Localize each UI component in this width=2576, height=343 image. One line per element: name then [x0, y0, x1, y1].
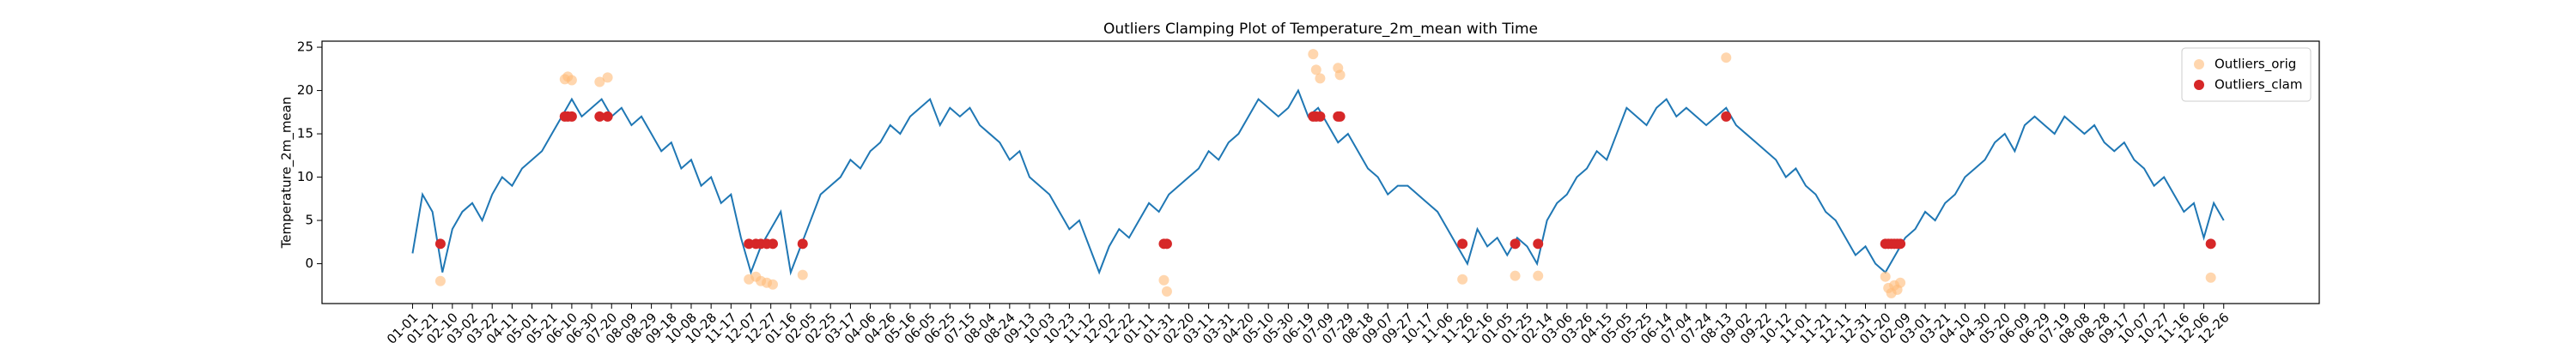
outlier-point — [1457, 274, 1468, 285]
outlier-point — [1721, 111, 1732, 122]
outlier-point — [1308, 49, 1319, 60]
outlier-point — [1880, 271, 1891, 282]
y-axis-label: Temperature_2m_mean — [279, 97, 295, 250]
outlier-point — [1533, 270, 1544, 281]
outlier-point — [1315, 111, 1326, 122]
y-tick-label: 0 — [305, 256, 313, 271]
outlier-point — [594, 76, 605, 87]
outlier-point — [566, 75, 577, 86]
outlier-point — [594, 111, 605, 122]
outlier-point — [2205, 272, 2216, 283]
outlier-point — [797, 238, 808, 250]
outlier-point — [602, 111, 613, 122]
legend-marker — [2194, 59, 2204, 69]
outlier-point — [1161, 286, 1172, 297]
outlier-point — [1510, 270, 1521, 281]
outlier-point — [2205, 238, 2216, 250]
legend-frame — [2181, 47, 2312, 102]
outlier-point — [434, 275, 446, 286]
y-tick-label: 25 — [297, 39, 313, 55]
outlier-point — [1457, 238, 1468, 250]
y-tick-label: 5 — [305, 213, 313, 228]
legend-label: Outliers_orig — [2215, 57, 2296, 73]
outlier-point — [768, 238, 779, 250]
outlier-point — [1315, 73, 1326, 84]
outlier-point — [1510, 238, 1521, 250]
legend-label: Outliers_clam — [2215, 77, 2302, 93]
outlier-point — [1533, 238, 1544, 250]
outlier-point — [434, 238, 446, 250]
y-tick-label: 10 — [297, 169, 313, 184]
data-line — [411, 88, 2225, 276]
chart-title: Outliers Clamping Plot of Temperature_2m… — [1103, 21, 1538, 38]
outlier-point — [1310, 64, 1321, 75]
outlier-point — [1895, 238, 1906, 250]
outlier-point — [1334, 111, 1346, 122]
outlier-point — [1721, 52, 1732, 63]
plot-frame — [321, 40, 2320, 304]
legend-marker — [2194, 80, 2204, 90]
y-tick-label: 15 — [297, 126, 313, 141]
y-tick-label: 20 — [297, 82, 313, 98]
outlier-point — [768, 279, 779, 290]
outlier-point — [1334, 69, 1346, 81]
outlier-point — [797, 269, 808, 280]
outlier-point — [602, 72, 613, 83]
outlier-point — [1895, 277, 1906, 288]
outlier-point — [1161, 238, 1172, 250]
outlier-point — [1158, 274, 1170, 286]
outlier-point — [566, 111, 577, 122]
